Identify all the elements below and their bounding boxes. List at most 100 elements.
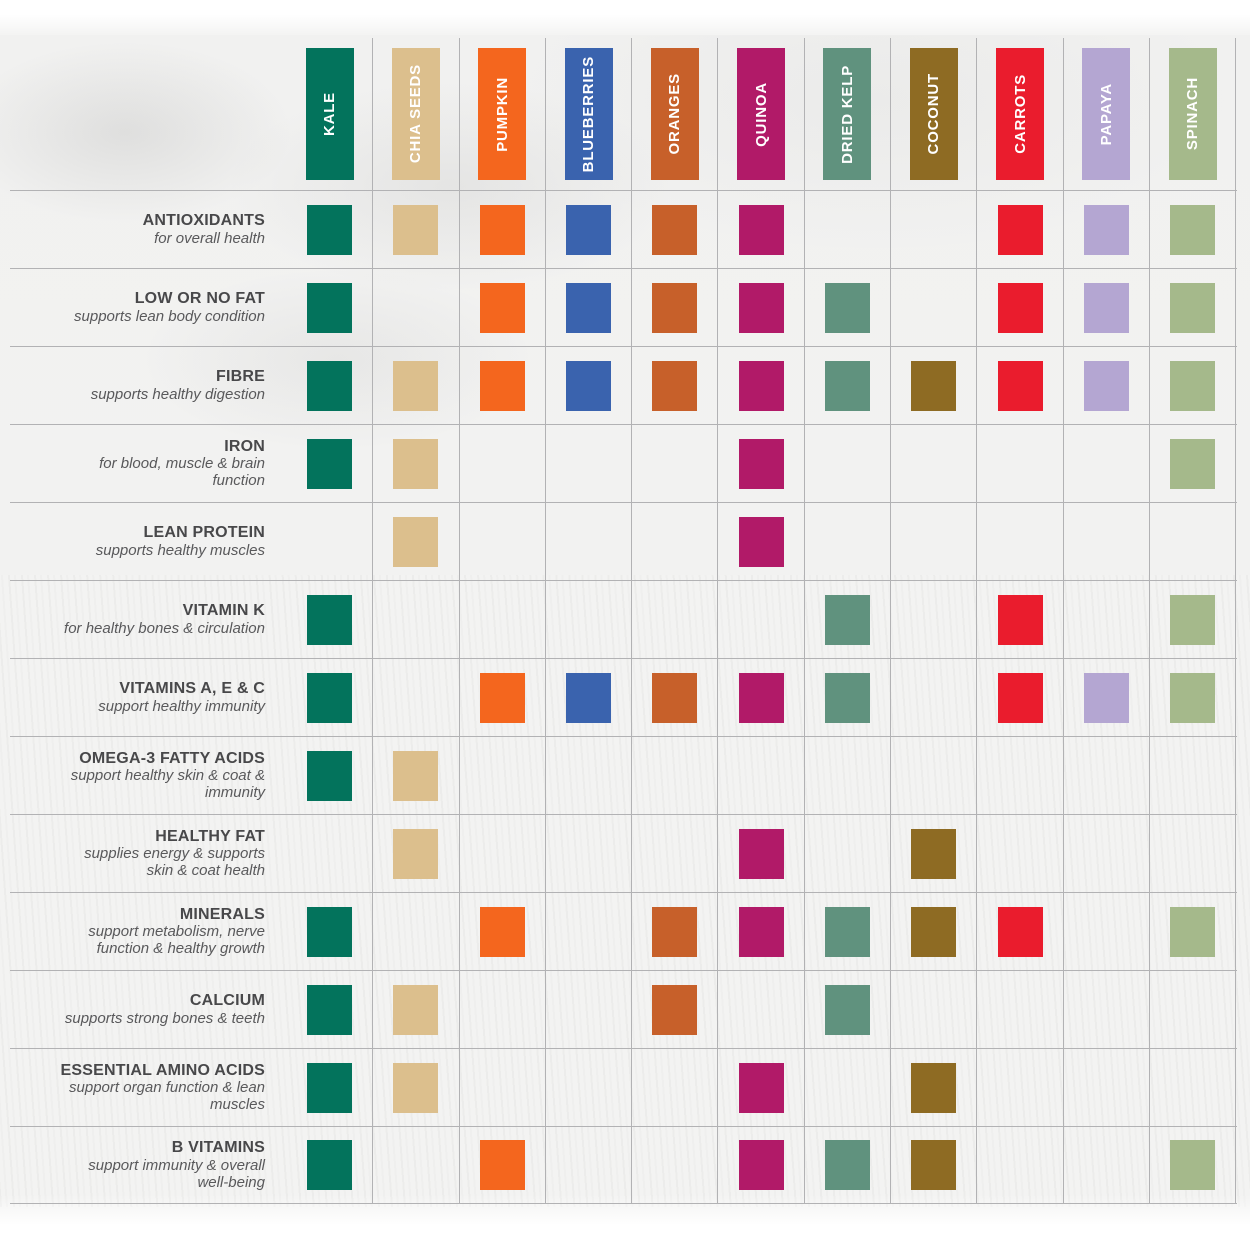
row-label: MINERALS support metabolism, nerve functi… [10,893,287,970]
matrix-cell [891,1049,978,1126]
matrix-cell [718,815,805,892]
row-label: B VITAMINS support immunity & overall wel… [10,1127,287,1203]
matrix-cell [546,347,633,424]
matrix-cell [632,737,719,814]
row-subtitle: for blood, muscle & brain function [99,455,265,490]
nutrient-square [1170,672,1216,723]
column-header-cell: QUINOA [718,38,805,190]
column-header-bar: BLUEBERRIES [564,48,613,180]
nutrient-square [1170,360,1216,411]
nutrient-square [307,672,353,723]
matrix-row: ESSENTIAL AMINO ACIDS support organ funct… [10,1048,1237,1126]
matrix-cell [373,1127,460,1203]
matrix-cell [1150,1049,1237,1126]
matrix-cell [805,191,892,268]
row-subtitle: for healthy bones & circulation [64,619,265,637]
nutrient-square [652,984,698,1035]
matrix-cell [805,581,892,658]
row-subtitle: supports healthy muscles [95,541,265,559]
row-subtitle: supplies energy & supports skin & coat h… [84,845,265,880]
column-header-bar: ORANGES [650,48,699,180]
row-title: MINERALS [179,905,265,923]
matrix-cell [287,659,374,736]
nutrient-square [307,984,353,1035]
nutrient-square [997,594,1043,645]
nutrient-square [393,438,439,489]
nutrient-square [566,360,612,411]
row-title: LEAN PROTEIN [143,524,265,542]
matrix-cell [632,269,719,346]
matrix-cell [1064,815,1150,892]
matrix-cell [977,659,1064,736]
matrix-cell [632,425,719,502]
matrix-cell [977,1049,1064,1126]
matrix-cell [805,425,892,502]
column-header-label: BLUEBERRIES [580,55,598,173]
matrix-cell [891,347,978,424]
matrix-cell [891,737,978,814]
row-title: ANTIOXIDANTS [142,212,265,230]
column-header-label: COCONUT [925,73,943,155]
row-title: VITAMINS A, E & C [119,680,265,698]
nutrient-square [911,1062,957,1113]
matrix-cell [287,425,374,502]
matrix-cell [373,503,460,580]
nutrient-square [479,282,525,333]
nutrient-square [997,204,1043,255]
matrix-cell [977,191,1064,268]
nutrient-square [911,360,957,411]
nutrient-square [652,204,698,255]
nutrient-square [1170,438,1216,489]
column-header-bar: QUINOA [737,48,786,180]
matrix-cell [718,503,805,580]
nutrient-square [566,282,612,333]
row-title: FIBRE [216,368,265,386]
matrix-cell [287,815,374,892]
row-title: ESSENTIAL AMINO ACIDS [60,1061,265,1079]
matrix-cell [546,1127,633,1203]
matrix-cell [1150,191,1237,268]
nutrient-square [307,1140,353,1190]
matrix-cell [1064,1127,1150,1203]
matrix-cell [373,659,460,736]
matrix-cell [546,659,633,736]
nutrient-square [824,360,870,411]
matrix-row: FIBRE supports healthy digestion [10,346,1237,424]
matrix-cell [373,191,460,268]
nutrient-square [738,516,784,567]
matrix-cell [891,269,978,346]
matrix-cell [632,503,719,580]
matrix-cell [1150,659,1237,736]
nutrient-square [738,672,784,723]
matrix-cell [287,893,374,970]
row-subtitle: support metabolism, nerve function & hea… [88,923,265,958]
matrix-cell [1064,425,1150,502]
nutrient-square [1170,282,1216,333]
column-header-label: SPINACH [1184,77,1202,151]
nutrient-square [824,672,870,723]
nutrient-square [307,906,353,957]
matrix-cell [632,1049,719,1126]
matrix-cell [1150,893,1237,970]
nutrient-square [1170,1140,1216,1190]
nutrient-square [652,282,698,333]
column-header-bar: CHIA SEEDS [391,48,440,180]
matrix-cell [977,581,1064,658]
matrix-cell [718,971,805,1048]
nutrient-square [738,828,784,879]
matrix-cell [891,893,978,970]
matrix-cell [1150,503,1237,580]
matrix-cell [373,269,460,346]
nutrient-square [824,594,870,645]
column-header-cell: ORANGES [632,38,719,190]
matrix-body: ANTIOXIDANTS for overall health LOW OR NO … [10,190,1237,1204]
nutrient-square [1170,204,1216,255]
matrix-cell [1064,503,1150,580]
matrix-cell [373,893,460,970]
nutrient-square [824,984,870,1035]
matrix-cell [718,1127,805,1203]
matrix-cell [460,269,546,346]
row-title: CALCIUM [189,992,265,1010]
column-header-label: PAPAYA [1097,82,1115,146]
